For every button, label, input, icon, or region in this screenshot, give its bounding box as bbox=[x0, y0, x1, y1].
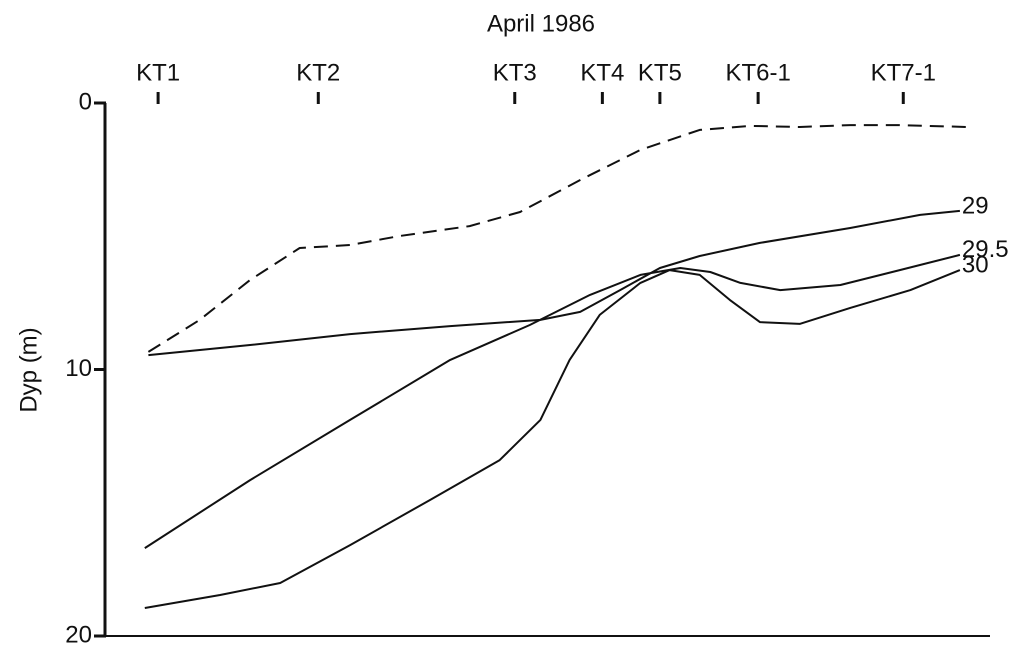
series-label: 30 bbox=[962, 251, 989, 278]
series-line bbox=[144, 253, 961, 549]
series-line bbox=[147, 124, 968, 353]
x-tick-label: KT2 bbox=[296, 59, 340, 86]
chart-title: April 1986 bbox=[487, 10, 595, 37]
y-axis-label: Dyp (m) bbox=[15, 327, 42, 412]
x-tick-label: KT1 bbox=[136, 59, 180, 86]
series-line bbox=[144, 269, 961, 609]
x-tick-label: KT3 bbox=[493, 59, 537, 86]
x-tick-label: KT6-1 bbox=[725, 59, 790, 86]
series-label: 29 bbox=[962, 192, 989, 219]
series-label: 29.5 bbox=[962, 236, 1009, 263]
y-tick-label: 20 bbox=[65, 621, 92, 643]
y-tick-label: 0 bbox=[79, 88, 92, 115]
x-tick-label: KT7-1 bbox=[871, 59, 936, 86]
y-tick-label: 10 bbox=[65, 355, 92, 382]
x-tick-label: KT5 bbox=[638, 59, 682, 86]
x-tick-label: KT4 bbox=[580, 59, 624, 86]
series-line bbox=[148, 209, 960, 357]
